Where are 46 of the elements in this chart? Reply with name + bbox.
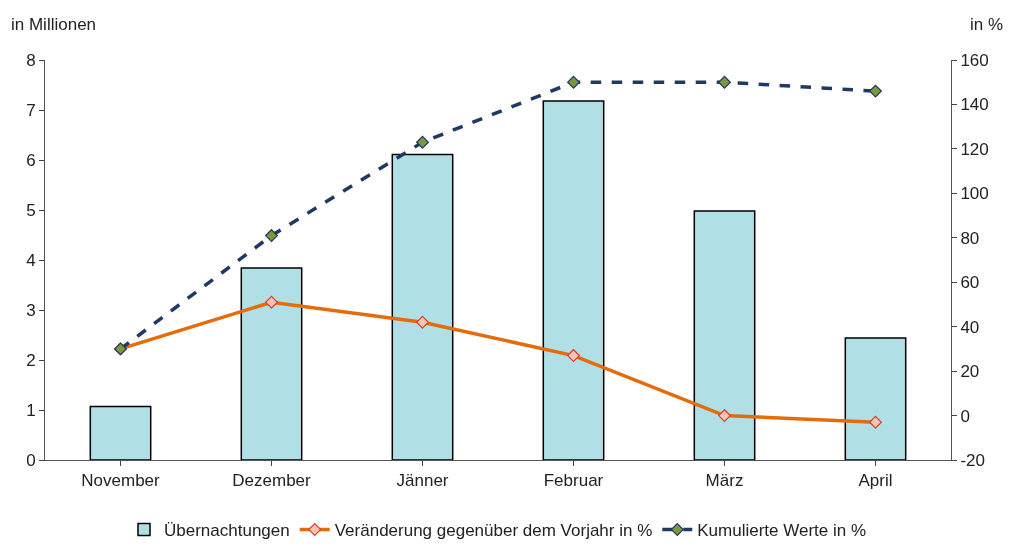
point bbox=[718, 75, 731, 89]
bar bbox=[89, 405, 152, 460]
y2-tick-label: 20 bbox=[960, 362, 980, 382]
y2-tick-label: 120 bbox=[960, 139, 989, 159]
y2-axis-title: in % bbox=[970, 15, 1004, 34]
bar bbox=[391, 153, 454, 460]
x-tick-label: November bbox=[81, 471, 161, 491]
y-tick-label: 3 bbox=[26, 300, 36, 320]
y-tick-label: 8 bbox=[26, 50, 36, 70]
point bbox=[869, 84, 882, 98]
point bbox=[265, 295, 278, 309]
y-tick-label: 7 bbox=[26, 100, 36, 120]
y2-tick-label: 0 bbox=[960, 406, 970, 426]
legend-label: Kumulierte Werte in % bbox=[697, 521, 867, 541]
bar bbox=[844, 337, 907, 460]
y-tick-label: 1 bbox=[26, 400, 36, 420]
x-tick-label: März bbox=[705, 471, 744, 491]
y2-tick-label: 40 bbox=[960, 317, 980, 337]
legend-label: Veränderung gegenüber dem Vorjahr in % bbox=[334, 521, 653, 541]
y-axis-title: in Millionen bbox=[11, 15, 97, 34]
point bbox=[416, 315, 429, 329]
x-tick-label: April bbox=[858, 471, 893, 491]
y-tick-label: 5 bbox=[26, 200, 36, 220]
point bbox=[869, 415, 882, 429]
x-tick-label: Dezember bbox=[232, 471, 312, 491]
y2-tick-label: -20 bbox=[960, 450, 985, 470]
bar bbox=[542, 100, 605, 460]
y-tick-label: 0 bbox=[26, 450, 36, 470]
point bbox=[567, 75, 580, 89]
point bbox=[567, 349, 580, 363]
x-tick-label: Jänner bbox=[396, 471, 449, 491]
point bbox=[718, 409, 731, 423]
y2-tick-label: 100 bbox=[960, 184, 989, 204]
y2-tick-label: 160 bbox=[960, 50, 989, 70]
point bbox=[416, 135, 429, 149]
bar bbox=[693, 210, 756, 460]
y-tick-label: 4 bbox=[26, 250, 36, 270]
y2-tick-label: 140 bbox=[960, 95, 989, 115]
y2-tick-label: 60 bbox=[960, 273, 980, 293]
x-tick-label: Februar bbox=[543, 471, 604, 491]
y2-tick-label: 80 bbox=[960, 228, 980, 248]
bar bbox=[240, 267, 303, 460]
point bbox=[265, 229, 278, 243]
y-tick-label: 6 bbox=[26, 150, 36, 170]
legend-label: Übernachtungen bbox=[164, 521, 290, 541]
y-tick-label: 2 bbox=[26, 350, 36, 370]
